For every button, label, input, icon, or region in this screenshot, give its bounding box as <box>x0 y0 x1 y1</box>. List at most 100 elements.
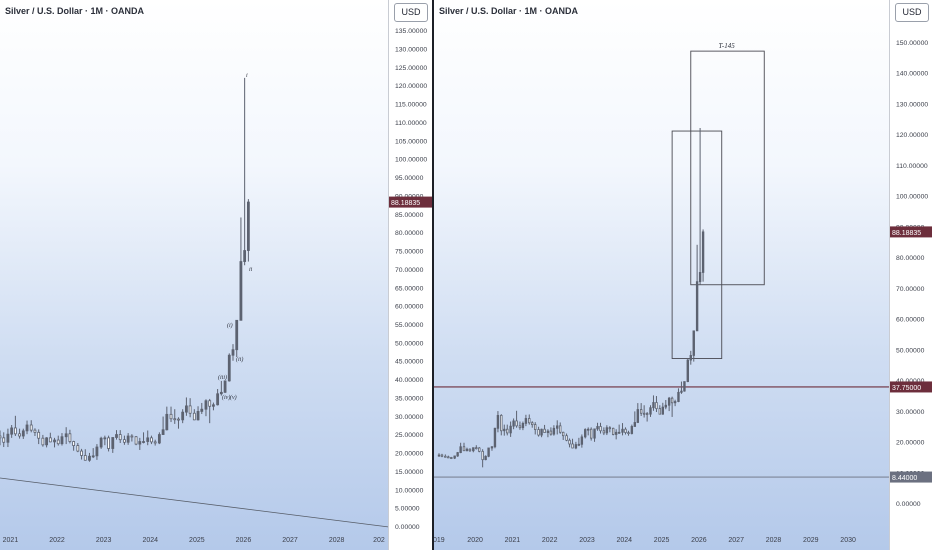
y-tick-label: 70.00000 <box>395 267 424 274</box>
x-tick-label: 2023 <box>96 537 112 544</box>
chart-pane-right[interactable]: T-145 019 2020 2021 2022 2023 2024 2025 2026 2027… <box>434 0 932 550</box>
x-tick-label: 2025 <box>654 537 670 544</box>
candle-body <box>524 418 528 424</box>
candle <box>6 428 10 448</box>
candle-body <box>667 397 671 406</box>
candle <box>177 417 180 429</box>
candle <box>72 440 76 451</box>
candle <box>627 430 630 436</box>
x-tick-label: 2024 <box>617 537 633 544</box>
candle <box>589 427 593 441</box>
candle <box>208 398 212 424</box>
candle <box>593 428 596 442</box>
candle-body <box>111 437 115 449</box>
price-axis-left[interactable]: USD 0.00000 5.00000 10.00000 15.00000 20.000… <box>388 0 434 550</box>
y-tick-label: 10.00000 <box>395 487 424 494</box>
candle <box>437 453 441 457</box>
candle <box>18 428 21 439</box>
candle-body <box>584 429 587 438</box>
candle-body <box>246 201 250 251</box>
candle <box>655 396 658 413</box>
x-tick-label: 2029 <box>803 537 819 544</box>
candle-body <box>173 418 177 421</box>
candle <box>126 433 130 445</box>
candle <box>624 427 627 435</box>
candle-body <box>184 405 188 413</box>
chart-plot-right[interactable]: T-145 019 2020 2021 2022 2023 2024 2025 2026 2027… <box>434 0 890 550</box>
chart-pane-left[interactable]: 2021 2022 2023 2024 2025 2026 2027 2028 202 i ii (i… <box>0 0 434 550</box>
candle <box>701 229 705 282</box>
candle-body <box>633 422 637 427</box>
candle-body <box>6 433 10 443</box>
candle-body <box>196 411 200 421</box>
price-tag-box <box>890 381 932 393</box>
candle-body <box>18 433 21 437</box>
x-tick-label: 2021 <box>3 537 19 544</box>
x-tick-label: 2026 <box>691 537 707 544</box>
candle-body <box>658 408 662 415</box>
candle-body <box>639 409 643 414</box>
y-tick-label: 100.00000 <box>395 157 427 164</box>
y-tick-label: 75.00000 <box>395 249 424 256</box>
y-tick-label: 105.00000 <box>395 138 427 145</box>
candle-body <box>107 437 110 449</box>
currency-button[interactable]: USD <box>895 3 929 22</box>
candle-body <box>13 427 17 435</box>
x-tick-label: 2030 <box>840 537 856 544</box>
price-tag: 88.18835 <box>389 196 434 208</box>
candle <box>692 330 695 362</box>
candle <box>540 428 543 438</box>
candle <box>652 395 655 411</box>
candle <box>658 405 662 415</box>
price-tag-label: 8.44000 <box>892 475 917 482</box>
candle-body <box>509 425 512 434</box>
candle-body <box>521 422 525 429</box>
candle-body <box>95 446 99 457</box>
candle-body <box>212 404 215 407</box>
currency-button[interactable]: USD <box>394 3 428 22</box>
price-axis-right[interactable]: USD 0.0000010.0000020.0000030.0000040.00… <box>889 0 932 550</box>
candle <box>21 428 25 439</box>
candle-body <box>48 437 52 443</box>
candle <box>450 456 453 460</box>
candle <box>695 244 699 332</box>
candle <box>565 433 568 442</box>
candle-body <box>208 400 212 407</box>
chart-background <box>434 0 932 550</box>
candle <box>13 415 17 437</box>
y-tick-label: 30.00000 <box>395 414 424 421</box>
y-tick-label: 25.00000 <box>395 432 424 439</box>
candle-body <box>235 319 239 351</box>
candle-body <box>537 429 540 436</box>
candle-body <box>642 412 646 415</box>
candle-body <box>701 231 705 273</box>
x-tick-label: 2027 <box>728 537 744 544</box>
candle-body <box>608 427 612 430</box>
trend-line <box>0 477 389 528</box>
candle <box>25 420 29 435</box>
candle <box>181 409 185 424</box>
candle-body <box>496 414 500 429</box>
y-tick-label: 130.00000 <box>896 101 928 108</box>
candle <box>506 424 509 436</box>
chart-plot-left[interactable]: 2021 2022 2023 2024 2025 2026 2027 2028 202iii(i… <box>0 0 389 550</box>
candle <box>83 449 87 461</box>
candle <box>562 431 565 440</box>
pane-divider[interactable] <box>432 0 434 550</box>
candle-body <box>689 355 692 361</box>
candle-body <box>10 427 14 435</box>
candle-body <box>134 436 138 445</box>
price-tag-label: 88.18835 <box>892 230 921 237</box>
candle-body <box>25 424 29 432</box>
candle <box>478 447 481 453</box>
candle-body <box>490 446 494 449</box>
candle-body <box>528 418 531 424</box>
candle <box>227 353 231 382</box>
y-tick-label: 140.00000 <box>896 71 928 78</box>
candle-body <box>487 447 490 457</box>
candle <box>80 448 83 460</box>
y-tick-label: 130.00000 <box>395 47 427 54</box>
candle <box>596 422 599 431</box>
candle-body <box>68 433 72 442</box>
x-tick-label: 2021 <box>505 537 521 544</box>
